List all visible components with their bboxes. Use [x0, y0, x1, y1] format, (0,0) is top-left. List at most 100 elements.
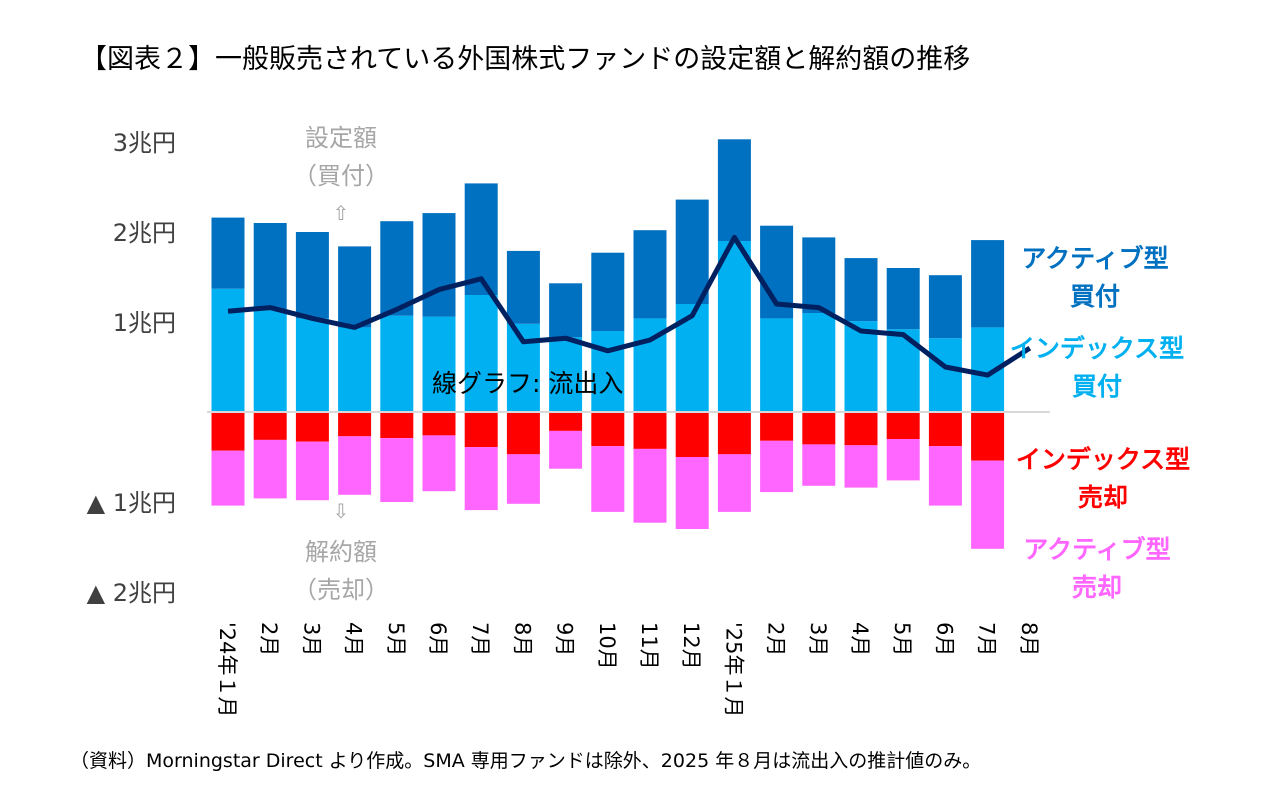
x-tick-label: 4月	[848, 622, 872, 656]
x-tick-label: '25年１月	[721, 622, 745, 718]
bar-active-buy	[380, 221, 414, 316]
x-tick-label: 6月	[426, 622, 450, 656]
legend-label: アクティブ型	[1023, 535, 1170, 564]
legend-label: 買付	[1072, 372, 1122, 401]
bar-active-sell	[591, 446, 625, 512]
x-tick-label: 7月	[468, 622, 492, 656]
bar-index-sell	[464, 412, 498, 448]
x-tick-label: 3月	[806, 622, 830, 656]
legend-label: 売却	[1078, 483, 1128, 512]
bar-active-buy	[253, 223, 287, 311]
bar-active-buy	[338, 246, 372, 328]
bar-index-sell	[422, 412, 456, 436]
bar-index-sell	[338, 412, 372, 437]
bar-index-sell	[633, 412, 667, 449]
bar-index-sell	[844, 412, 878, 446]
x-tick-label: 8月	[510, 622, 534, 656]
bar-active-sell	[717, 454, 751, 512]
bar-index-sell	[295, 412, 329, 442]
y-tick-label: ▲ 1兆円	[87, 489, 176, 517]
bar-active-sell	[295, 441, 329, 501]
y-tick-label: 1兆円	[113, 309, 176, 337]
bar-active-buy	[928, 275, 962, 339]
bar-index-buy	[380, 315, 414, 412]
bar-active-buy	[802, 237, 836, 313]
bar-active-sell	[549, 430, 583, 469]
bar-active-sell	[633, 448, 667, 523]
bar-active-buy	[675, 199, 709, 304]
bar-active-buy	[633, 230, 667, 319]
x-tick-label: 9月	[553, 622, 577, 656]
bar-active-sell	[464, 447, 498, 511]
bar-index-buy	[760, 318, 794, 412]
bar-index-buy	[253, 310, 287, 412]
x-tick-label: 11月	[637, 622, 661, 670]
bar-index-sell	[506, 412, 540, 455]
bar-index-sell	[380, 412, 414, 439]
bar-index-sell	[591, 412, 625, 447]
bar-active-sell	[928, 446, 962, 506]
bar-index-buy	[506, 323, 540, 412]
bar-active-sell	[253, 439, 287, 499]
x-tick-label: 12月	[679, 622, 703, 670]
x-tick-label: '24年１月	[215, 622, 239, 718]
bar-index-buy	[549, 337, 583, 412]
bar-active-buy	[422, 213, 456, 317]
bar-active-sell	[211, 450, 245, 506]
bar-active-sell	[760, 440, 794, 493]
bar-index-sell	[253, 412, 287, 440]
bar-active-buy	[717, 139, 751, 241]
x-tick-label: 10月	[595, 622, 619, 670]
annotation-buy: 設定額	[305, 124, 377, 152]
bar-active-buy	[886, 268, 920, 330]
bar-index-buy	[844, 321, 878, 412]
y-tick-label: 2兆円	[113, 219, 176, 247]
bar-active-sell	[380, 438, 414, 502]
bar-index-buy	[211, 288, 245, 412]
source-note: （資料）Morningstar Direct より作成。SMA 専用ファンドは除…	[70, 750, 981, 772]
x-tick-label: 6月	[932, 622, 956, 656]
chart-title: 【図表２】一般販売されている外国株式ファンドの設定額と解約額の推移	[80, 44, 970, 75]
bar-index-sell	[549, 412, 583, 431]
bar-index-buy	[591, 331, 625, 412]
x-tick-label: 7月	[975, 622, 999, 656]
bar-active-buy	[591, 252, 625, 331]
bar-active-buy	[844, 258, 878, 322]
bar-index-buy	[464, 295, 498, 412]
bar-index-buy	[338, 327, 372, 412]
annotation-sell: 解約額	[305, 538, 377, 566]
legend-label: アクティブ型	[1021, 244, 1168, 273]
x-tick-label: 4月	[342, 622, 366, 656]
bar-active-sell	[886, 439, 920, 481]
bar-active-sell	[844, 445, 878, 488]
net-flow-line	[227, 234, 1032, 378]
x-tick-label: 2月	[764, 622, 788, 656]
legend-label: インデックス型	[1010, 334, 1184, 363]
legend-label: 売却	[1072, 573, 1122, 602]
bar-active-sell	[506, 454, 540, 504]
bar-index-sell	[928, 412, 962, 447]
y-tick-label: 3兆円	[113, 129, 176, 157]
x-tick-label: 5月	[890, 622, 914, 656]
bar-active-buy	[971, 240, 1005, 328]
x-tick-label: 2月	[257, 622, 281, 656]
bar-active-buy	[295, 232, 329, 319]
bar-active-buy	[211, 217, 245, 289]
bar-index-buy	[802, 313, 836, 412]
annotation-buy-sub: （買付）	[293, 162, 389, 190]
x-tick-label: 8月	[1017, 622, 1041, 656]
bar-index-sell	[802, 412, 836, 445]
legend-label: インデックス型	[1016, 445, 1190, 474]
bar-active-sell	[802, 444, 836, 486]
up-arrow-icon: ⇧	[333, 201, 350, 225]
bar-index-sell	[886, 412, 920, 439]
line-label: 線グラフ: 流出入	[432, 369, 623, 398]
down-arrow-icon: ⇩	[333, 499, 350, 523]
x-tick-label: 5月	[384, 622, 408, 656]
bar-active-sell	[971, 460, 1005, 549]
bar-index-buy	[422, 316, 456, 412]
bar-index-sell	[760, 412, 794, 441]
bar-index-sell	[675, 412, 709, 457]
x-tick-label: 3月	[299, 622, 323, 656]
annotation-sell-sub: （売却）	[293, 576, 389, 604]
